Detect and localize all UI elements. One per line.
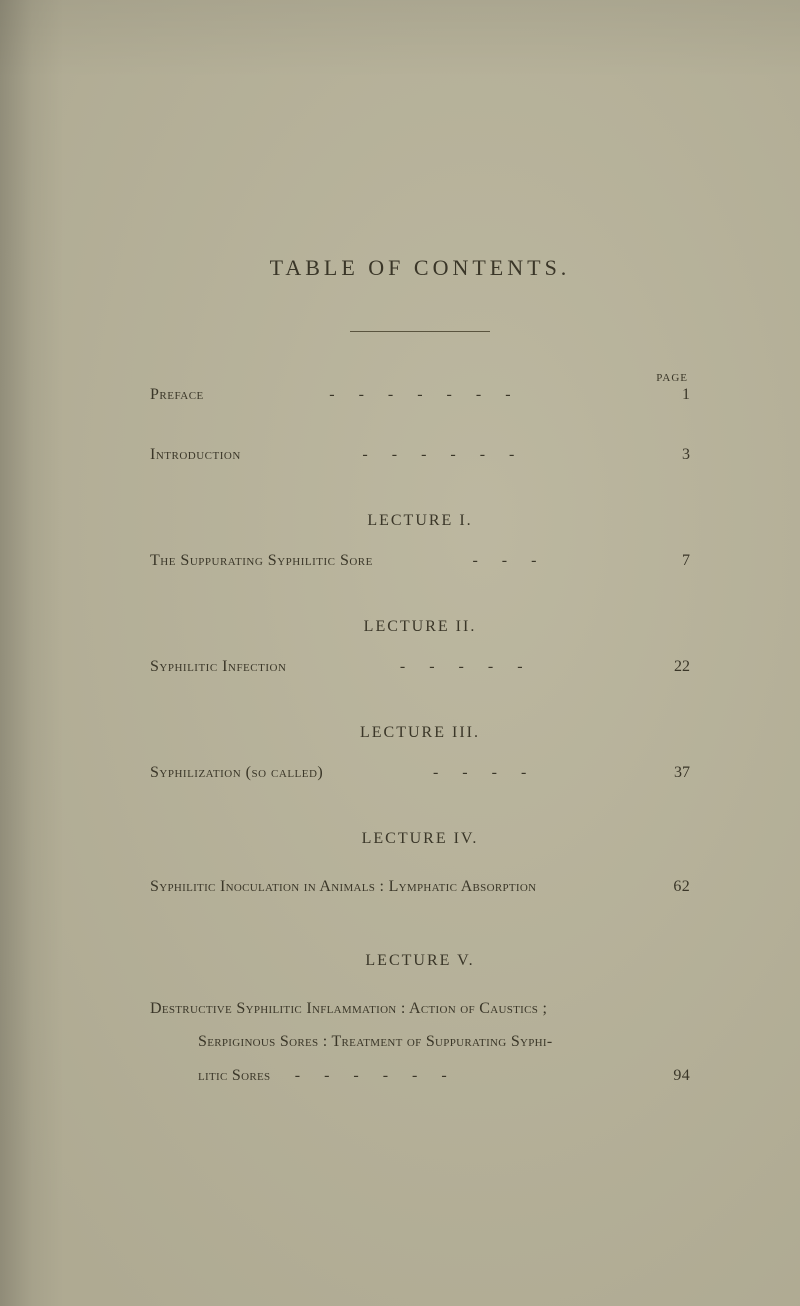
toc-page: 62 [673, 870, 690, 904]
toc-leader: ------ [241, 446, 660, 464]
toc-row-lecture2: Syphilitic Infection ----- 22 [150, 658, 690, 676]
toc-leader: ------ [275, 1067, 471, 1084]
toc-label: Preface [150, 386, 204, 404]
toc-row-preface: Preface ------- 1 [150, 386, 690, 404]
page-column-label: PAGE [150, 372, 690, 384]
toc-page: 1 [660, 386, 690, 404]
lecture-heading-5: LECTURE V. [150, 952, 690, 970]
lecture-heading-3: LECTURE III. [150, 724, 690, 742]
toc-line: litic Sores ------ 94 [150, 1059, 690, 1093]
toc-page: 94 [673, 1059, 690, 1093]
toc-label-fragment: litic Sores [198, 1067, 270, 1084]
toc-row-introduction: Introduction ------ 3 [150, 446, 690, 464]
toc-page: 7 [660, 552, 690, 570]
toc-label: Syphilitic Inoculation in Animals : Lymp… [150, 878, 536, 895]
toc-line: Serpiginous Sores : Treatment of Suppura… [150, 1025, 690, 1059]
toc-leader: ------- [204, 386, 660, 404]
scanned-page: TABLE OF CONTENTS. PAGE Preface ------- … [0, 0, 800, 1306]
toc-label: Introduction [150, 446, 241, 464]
title-rule [350, 331, 490, 332]
lecture-heading-1: LECTURE I. [150, 512, 690, 530]
toc-label: Syphilization (so called) [150, 764, 323, 782]
toc-row-lecture5: Destructive Syphilitic Inflammation : Ac… [150, 992, 690, 1093]
toc-page: 3 [660, 446, 690, 464]
toc-line: Destructive Syphilitic Inflammation : Ac… [150, 992, 690, 1026]
toc-page: 22 [660, 658, 690, 676]
content-block: TABLE OF CONTENTS. PAGE Preface ------- … [150, 255, 690, 1092]
toc-row-lecture4: 62 Syphilitic Inoculation in Animals : L… [150, 870, 690, 904]
toc-page: 37 [660, 764, 690, 782]
lecture-heading-4: LECTURE IV. [150, 830, 690, 848]
toc-label: Syphilitic Infection [150, 658, 286, 676]
toc-leader: --- [373, 552, 660, 570]
page-title: TABLE OF CONTENTS. [150, 255, 690, 281]
toc-leader: ----- [286, 658, 660, 676]
toc-row-lecture3: Syphilization (so called) ---- 37 [150, 764, 690, 782]
toc-leader: ---- [323, 764, 660, 782]
toc-row-lecture1: The Suppurating Syphilitic Sore --- 7 [150, 552, 690, 570]
toc-label: The Suppurating Syphilitic Sore [150, 552, 373, 570]
lecture-heading-2: LECTURE II. [150, 618, 690, 636]
